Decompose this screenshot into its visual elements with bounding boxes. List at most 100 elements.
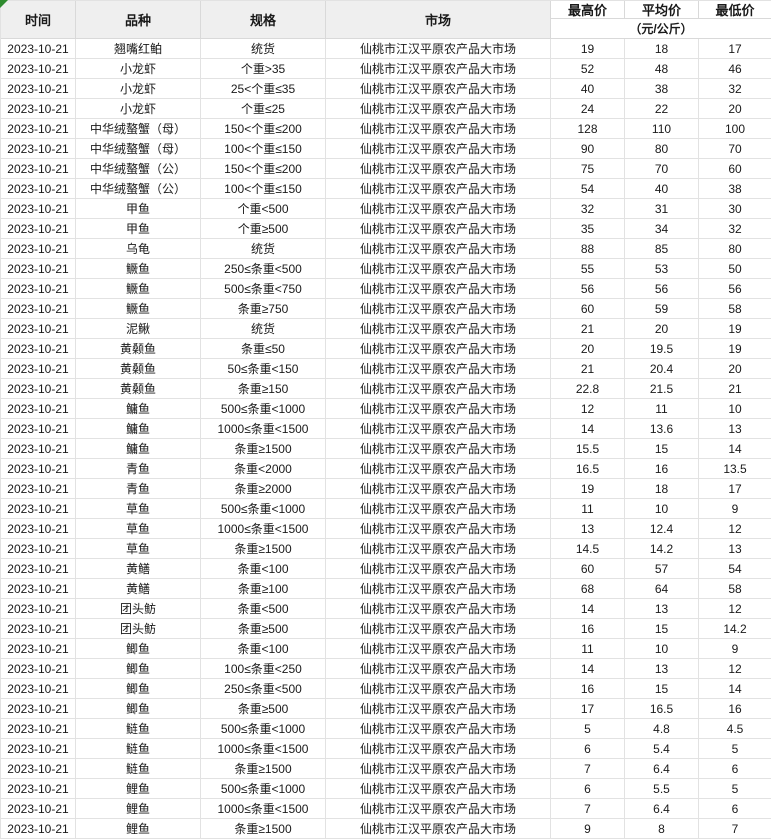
cell-low-price: 32 <box>699 79 771 99</box>
cell-spec: 条重≤50 <box>201 339 326 359</box>
table-row: 2023-10-21 鳙鱼 条重≥1500 仙桃市江汉平原农产品大市场 15.5… <box>1 439 771 459</box>
table-row: 2023-10-21 小龙虾 个重>35 仙桃市江汉平原农产品大市场 52 48… <box>1 59 771 79</box>
cell-high-price: 14 <box>551 419 625 439</box>
cell-variety: 草鱼 <box>76 539 201 559</box>
cell-low-price: 21 <box>699 379 771 399</box>
cell-variety: 鳜鱼 <box>76 299 201 319</box>
cell-variety: 翘嘴红鲌 <box>76 39 201 59</box>
cell-avg-price: 22 <box>625 99 699 119</box>
cell-variety: 鲤鱼 <box>76 819 201 839</box>
cell-avg-price: 5.5 <box>625 779 699 799</box>
cell-avg-price: 48 <box>625 59 699 79</box>
table-row: 2023-10-21 青鱼 条重≥2000 仙桃市江汉平原农产品大市场 19 1… <box>1 479 771 499</box>
cell-low-price: 50 <box>699 259 771 279</box>
header-spec: 规格 <box>201 1 326 39</box>
cell-date: 2023-10-21 <box>1 299 76 319</box>
cell-high-price: 68 <box>551 579 625 599</box>
cell-avg-price: 15 <box>625 439 699 459</box>
cell-variety: 鳜鱼 <box>76 279 201 299</box>
cell-avg-price: 18 <box>625 479 699 499</box>
header-time: 时间 <box>1 1 76 39</box>
cell-spec: 1000≤条重<1500 <box>201 519 326 539</box>
cell-avg-price: 56 <box>625 279 699 299</box>
cell-avg-price: 53 <box>625 259 699 279</box>
cell-market: 仙桃市江汉平原农产品大市场 <box>326 239 551 259</box>
table-row: 2023-10-21 翘嘴红鲌 统货 仙桃市江汉平原农产品大市场 19 18 1… <box>1 39 771 59</box>
cell-spec: 条重≥2000 <box>201 479 326 499</box>
cell-market: 仙桃市江汉平原农产品大市场 <box>326 659 551 679</box>
cell-date: 2023-10-21 <box>1 539 76 559</box>
cell-high-price: 90 <box>551 139 625 159</box>
cell-date: 2023-10-21 <box>1 39 76 59</box>
table-row: 2023-10-21 泥鳅 统货 仙桃市江汉平原农产品大市场 21 20 19 <box>1 319 771 339</box>
cell-market: 仙桃市江汉平原农产品大市场 <box>326 379 551 399</box>
cell-spec: 25<个重≤35 <box>201 79 326 99</box>
cell-high-price: 20 <box>551 339 625 359</box>
cell-variety: 鳙鱼 <box>76 399 201 419</box>
cell-variety: 鲫鱼 <box>76 639 201 659</box>
cell-variety: 鳜鱼 <box>76 259 201 279</box>
table-row: 2023-10-21 团头鲂 条重<500 仙桃市江汉平原农产品大市场 14 1… <box>1 599 771 619</box>
cell-market: 仙桃市江汉平原农产品大市场 <box>326 499 551 519</box>
cell-avg-price: 16 <box>625 459 699 479</box>
cell-high-price: 13 <box>551 519 625 539</box>
cell-high-price: 19 <box>551 39 625 59</box>
cell-high-price: 54 <box>551 179 625 199</box>
cell-spec: 条重<100 <box>201 559 326 579</box>
cell-market: 仙桃市江汉平原农产品大市场 <box>326 639 551 659</box>
cell-low-price: 60 <box>699 159 771 179</box>
cell-high-price: 14 <box>551 659 625 679</box>
cell-avg-price: 20.4 <box>625 359 699 379</box>
cell-low-price: 14 <box>699 679 771 699</box>
table-row: 2023-10-21 草鱼 条重≥1500 仙桃市江汉平原农产品大市场 14.5… <box>1 539 771 559</box>
cell-low-price: 30 <box>699 199 771 219</box>
cell-date: 2023-10-21 <box>1 679 76 699</box>
price-header-group: 最高价 平均价 最低价 （元/公斤） <box>551 1 771 39</box>
cell-high-price: 16 <box>551 619 625 639</box>
cell-avg-price: 20 <box>625 319 699 339</box>
cell-low-price: 14 <box>699 439 771 459</box>
cell-high-price: 75 <box>551 159 625 179</box>
table-header-row: 时间 品种 规格 市场 最高价 平均价 最低价 （元/公斤） <box>1 1 771 39</box>
cell-spec: 条重≥1500 <box>201 819 326 839</box>
cell-low-price: 4.5 <box>699 719 771 739</box>
table-row: 2023-10-21 鲫鱼 100≤条重<250 仙桃市江汉平原农产品大市场 1… <box>1 659 771 679</box>
cell-date: 2023-10-21 <box>1 519 76 539</box>
cell-avg-price: 6.4 <box>625 759 699 779</box>
cell-spec: 条重<500 <box>201 599 326 619</box>
cell-low-price: 58 <box>699 579 771 599</box>
cell-high-price: 12 <box>551 399 625 419</box>
cell-low-price: 10 <box>699 399 771 419</box>
cell-spec: 250≤条重<500 <box>201 679 326 699</box>
cell-high-price: 32 <box>551 199 625 219</box>
cell-variety: 草鱼 <box>76 519 201 539</box>
cell-low-price: 9 <box>699 499 771 519</box>
cell-variety: 泥鳅 <box>76 319 201 339</box>
cell-high-price: 6 <box>551 739 625 759</box>
cell-market: 仙桃市江汉平原农产品大市场 <box>326 279 551 299</box>
cell-market: 仙桃市江汉平原农产品大市场 <box>326 259 551 279</box>
cell-market: 仙桃市江汉平原农产品大市场 <box>326 199 551 219</box>
cell-high-price: 14.5 <box>551 539 625 559</box>
cell-variety: 小龙虾 <box>76 99 201 119</box>
cell-spec: 个重≤25 <box>201 99 326 119</box>
cell-spec: 500≤条重<1000 <box>201 719 326 739</box>
cell-date: 2023-10-21 <box>1 359 76 379</box>
cell-spec: 统货 <box>201 239 326 259</box>
cell-high-price: 60 <box>551 559 625 579</box>
cell-low-price: 7 <box>699 819 771 839</box>
table-row: 2023-10-21 小龙虾 个重≤25 仙桃市江汉平原农产品大市场 24 22… <box>1 99 771 119</box>
cell-market: 仙桃市江汉平原农产品大市场 <box>326 59 551 79</box>
cell-variety: 鲢鱼 <box>76 719 201 739</box>
cell-date: 2023-10-21 <box>1 579 76 599</box>
cell-date: 2023-10-21 <box>1 339 76 359</box>
cell-low-price: 13 <box>699 419 771 439</box>
cell-market: 仙桃市江汉平原农产品大市场 <box>326 699 551 719</box>
cell-spec: 条重<2000 <box>201 459 326 479</box>
table-row: 2023-10-21 鲤鱼 1000≤条重<1500 仙桃市江汉平原农产品大市场… <box>1 799 771 819</box>
cell-market: 仙桃市江汉平原农产品大市场 <box>326 79 551 99</box>
cell-market: 仙桃市江汉平原农产品大市场 <box>326 399 551 419</box>
cell-avg-price: 64 <box>625 579 699 599</box>
cell-date: 2023-10-21 <box>1 79 76 99</box>
cell-spec: 条重≥150 <box>201 379 326 399</box>
